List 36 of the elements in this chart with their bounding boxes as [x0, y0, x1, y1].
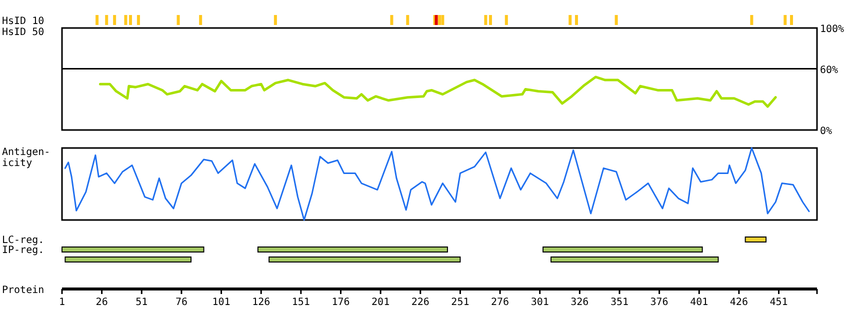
- bar: [744, 236, 767, 242]
- y-axis-title: HsID 10: [2, 16, 44, 27]
- bar: [64, 256, 192, 262]
- y-tick-label: 60%: [820, 64, 838, 76]
- x-tick-label: 276: [490, 297, 510, 308]
- x-tick-label: 301: [530, 297, 549, 308]
- x-tick-label: 251: [451, 297, 470, 308]
- y-axis-title: Antigen- icity: [2, 147, 50, 169]
- bar: [257, 246, 448, 252]
- x-tick-label: 376: [650, 297, 668, 308]
- x-tick-label: 1: [58, 297, 66, 308]
- y-tick-label: IP-reg.: [2, 245, 44, 256]
- x-tick-label: 76: [175, 297, 188, 308]
- line-series: [98, 76, 777, 108]
- y-tick-label: 100%: [820, 24, 844, 35]
- x-tick-label: 176: [332, 297, 350, 308]
- bar: [62, 246, 204, 252]
- bar: [542, 246, 703, 252]
- y-tick-label: 0%: [820, 126, 832, 137]
- x-tick-label: 451: [770, 297, 788, 308]
- x-tick-label: 26: [96, 297, 108, 308]
- x-tick-label: 101: [212, 297, 230, 308]
- x-tick-label: 201: [372, 297, 390, 308]
- x-tick-label: 51: [136, 297, 148, 308]
- bar: [268, 256, 461, 262]
- x-tick-label: 351: [610, 297, 629, 308]
- x-tick-label: 401: [690, 297, 708, 308]
- x-tick-label: 426: [730, 297, 748, 308]
- x-tick-label: 326: [570, 297, 589, 308]
- bar: [550, 256, 719, 262]
- y-tick-label: LC-reg.: [2, 235, 44, 246]
- x-tick-label: 151: [292, 297, 310, 308]
- x-axis-title: Protein: [2, 285, 44, 296]
- y-axis-title: HsID 50: [2, 27, 44, 38]
- x-tick-label: 226: [411, 297, 430, 308]
- x-tick-label: 126: [252, 297, 270, 308]
